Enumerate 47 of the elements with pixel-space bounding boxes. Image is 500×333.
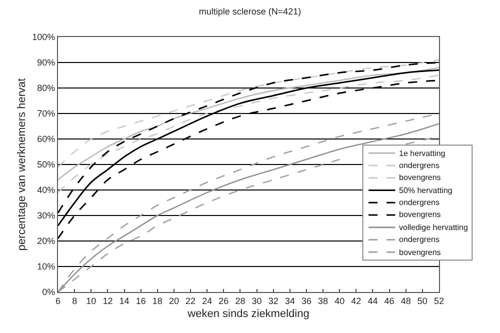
y-tick-label: 80% (37, 83, 56, 94)
y-tick-label: 30% (37, 210, 56, 221)
y-tick-label: 70% (37, 108, 56, 119)
y-tick-label: 0% (42, 287, 56, 298)
x-tick-label: 22 (186, 296, 196, 306)
x-tick-label: 18 (152, 296, 162, 306)
x-axis-title: weken sinds ziekmelding (186, 308, 310, 320)
x-tick-label: 42 (351, 296, 362, 306)
x-tick-label: 10 (86, 296, 96, 306)
x-tick-label: 40 (334, 296, 345, 306)
x-tick-label: 8 (72, 296, 78, 306)
x-tick-label: 34 (284, 296, 295, 306)
x-tick-label: 50 (417, 296, 428, 306)
chart-title: multiple sclerose (N=421) (198, 6, 302, 17)
x-tick-label: 6 (55, 296, 61, 306)
y-tick-label: 10% (37, 262, 56, 272)
x-tick-label: 12 (102, 296, 113, 306)
legend-label: ondergrens (399, 235, 440, 244)
legend-label: bovengrens (399, 210, 441, 219)
legend-label: bovengrens (399, 248, 441, 257)
legend-label: bovengrens (399, 173, 441, 182)
x-tick-label: 24 (202, 296, 212, 306)
y-tick-label: 40% (37, 185, 56, 196)
x-tick-label: 20 (168, 296, 179, 306)
x-tick-label: 52 (434, 296, 444, 306)
legend-label: 1e hervatting (399, 149, 446, 158)
y-tick-label: 100% (32, 32, 56, 42)
y-tick-label: 50% (37, 160, 56, 170)
x-tick-label: 32 (268, 296, 278, 306)
x-tick-label: 48 (400, 296, 411, 306)
y-axis-title: percentage van werknemers hervat (16, 78, 28, 251)
x-tick-label: 46 (384, 296, 394, 306)
x-tick-label: 14 (119, 296, 130, 306)
x-tick-label: 44 (368, 296, 378, 306)
legend-label: volledige hervatting (399, 223, 468, 232)
legend-label: ondergrens (399, 161, 440, 170)
y-tick-label: 90% (37, 58, 56, 68)
x-tick-label: 38 (318, 296, 328, 306)
legend-label: 50% hervatting (399, 186, 452, 195)
x-tick-label: 36 (301, 296, 312, 306)
legend-label: ondergrens (399, 198, 440, 207)
y-tick-label: 60% (37, 134, 56, 144)
x-tick-label: 16 (136, 296, 146, 306)
x-tick-label: 28 (235, 296, 246, 306)
y-tick-label: 20% (37, 236, 56, 246)
x-tick-label: 30 (252, 296, 262, 306)
x-tick-label: 26 (218, 296, 229, 306)
